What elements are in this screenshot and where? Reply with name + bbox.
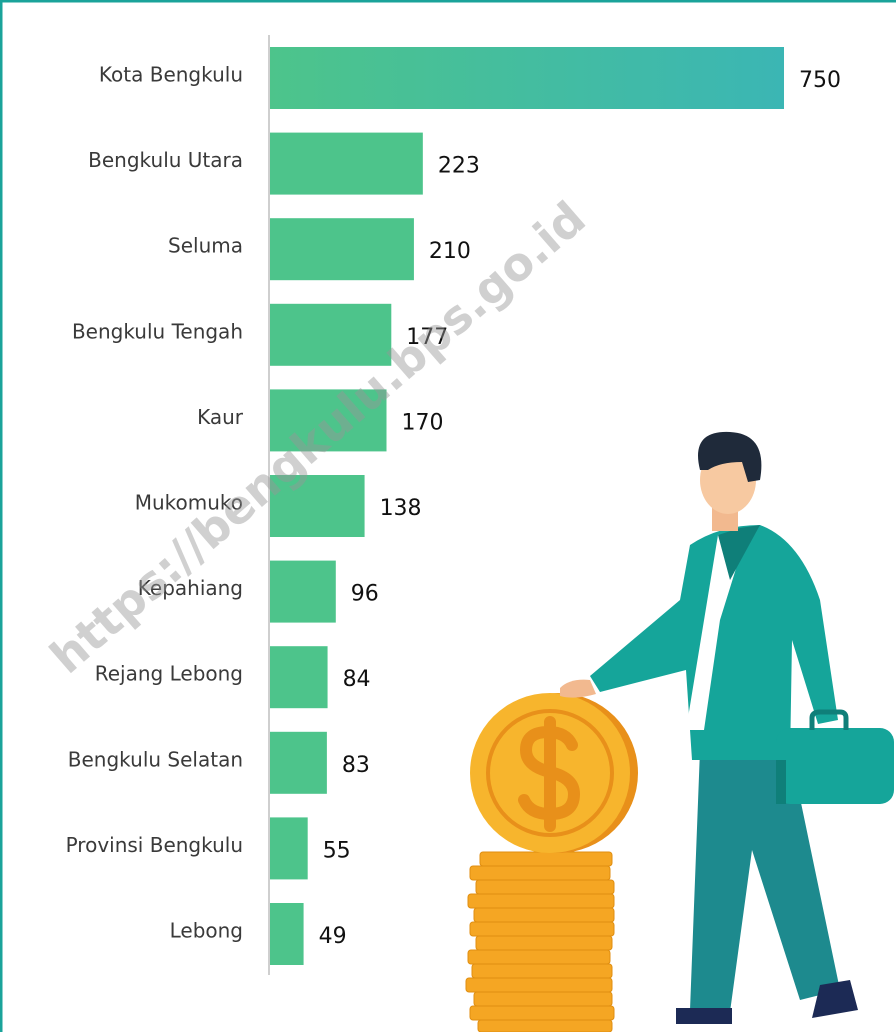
category-label: Bengkulu Tengah xyxy=(72,319,243,343)
value-label: 83 xyxy=(342,753,370,778)
bar xyxy=(270,817,308,879)
category-label: Kota Bengkulu xyxy=(99,63,243,87)
value-label: 750 xyxy=(799,68,841,93)
page: {"chart_data": {"type": "bar", "orientat… xyxy=(0,0,896,1032)
bar xyxy=(270,646,328,708)
value-label: 223 xyxy=(438,154,480,179)
bar xyxy=(270,561,336,623)
coin-illustration xyxy=(466,693,638,1032)
value-label: 55 xyxy=(323,838,351,863)
value-label: 84 xyxy=(343,667,371,692)
bar xyxy=(270,903,304,965)
bar xyxy=(270,133,423,195)
category-label: Lebong xyxy=(170,919,243,943)
bar xyxy=(270,732,327,794)
bar xyxy=(270,47,784,109)
category-label: Bengkulu Selatan xyxy=(68,747,243,771)
category-label: Rejang Lebong xyxy=(95,662,243,686)
value-label: 49 xyxy=(319,924,347,949)
value-label: 210 xyxy=(429,239,471,264)
category-label: Kaur xyxy=(197,405,244,429)
category-label: Provinsi Bengkulu xyxy=(66,833,243,857)
chart: Kota Bengkulu 750 Bengkulu Utara 223 Seluma 2… xyxy=(0,0,896,1032)
value-label: 96 xyxy=(351,582,379,607)
category-label: Bengkulu Utara xyxy=(88,148,243,172)
bar xyxy=(270,218,414,280)
value-label: 170 xyxy=(402,410,444,435)
category-label: Seluma xyxy=(168,234,243,258)
value-label: 138 xyxy=(380,496,422,521)
